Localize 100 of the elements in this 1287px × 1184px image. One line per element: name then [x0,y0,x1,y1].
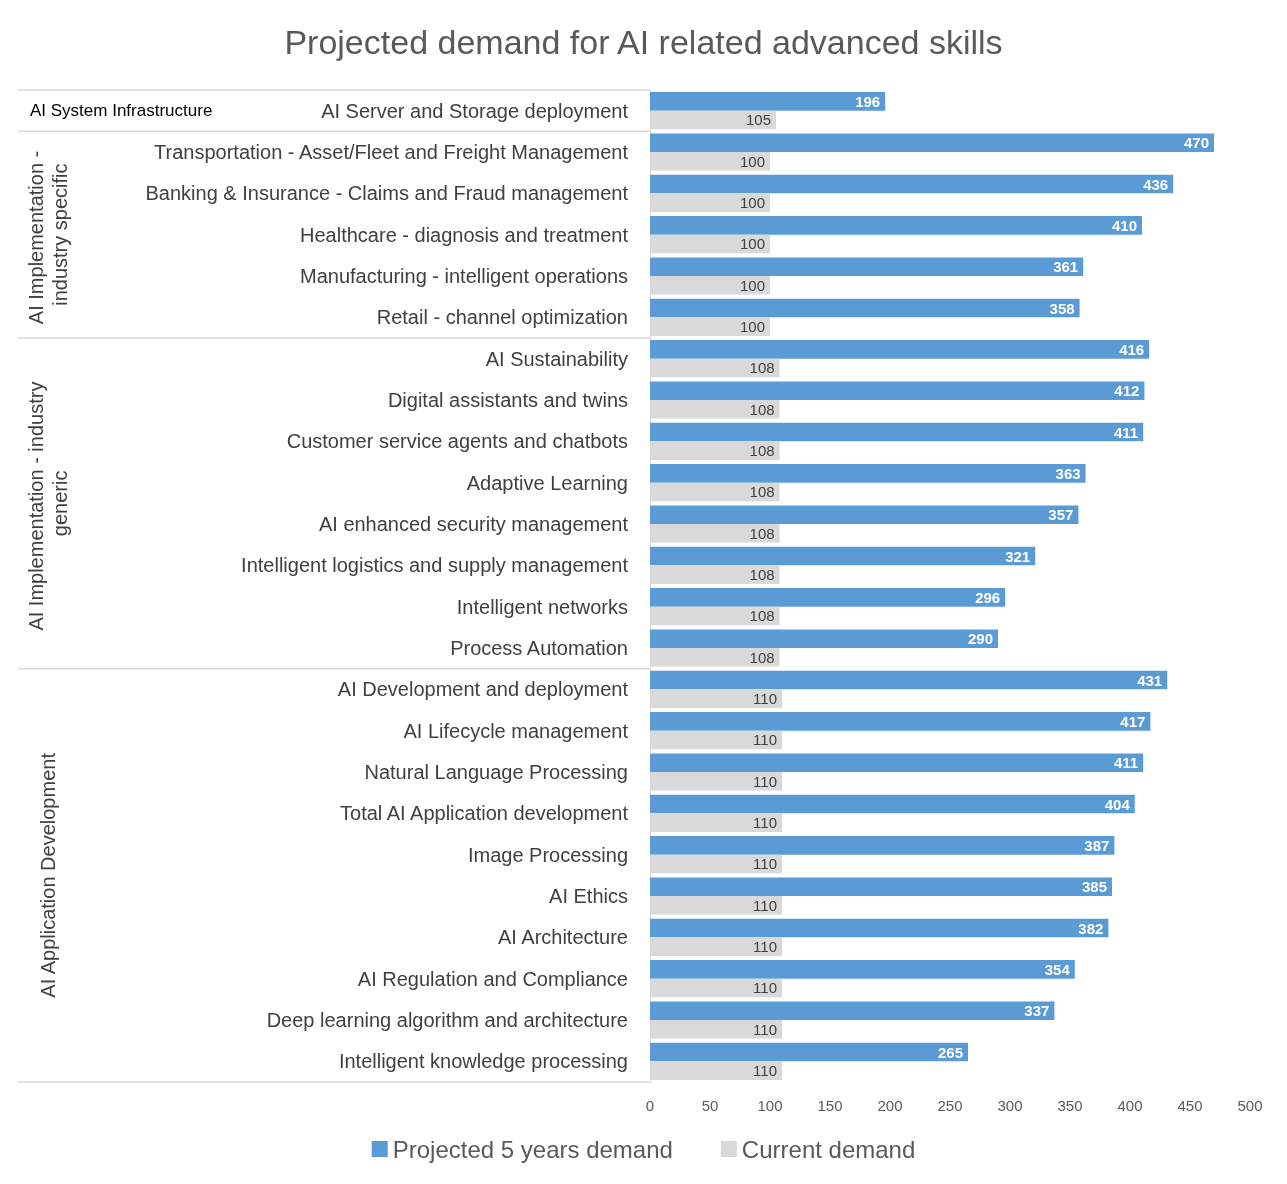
text: AI Application Development [37,752,59,998]
data-label: 417 [1120,712,1146,730]
data-label: 382 [1078,919,1104,937]
bar [650,836,1115,855]
x-tick-label: 350 [1057,1097,1083,1114]
x-tick-label: 450 [1177,1097,1203,1114]
x-tick-label: 300 [997,1097,1023,1114]
data-label: 416 [1119,340,1145,358]
data-label: 265 [937,1043,963,1061]
bar [650,381,1145,400]
y-tick-label: Image Processing [467,843,628,866]
legend-label: Projected 5 years demand [392,1135,673,1163]
y-tick-label: Deep learning algorithm and architecture [266,1009,628,1031]
bar [650,712,1151,731]
text: AI Implementation - industry generic [25,376,71,631]
bar [650,464,1086,483]
data-label: 108 [749,442,775,460]
bar [650,298,1080,318]
y-tick-label: AI Regulation and Compliance [357,967,628,990]
bar [650,588,1006,607]
data-label: 404 [1104,795,1131,813]
bar [650,216,1142,235]
y-tick-label: Intelligent knowledge processing [338,1050,628,1073]
bar [650,753,1144,772]
text: AI Implementation - industry specific [25,145,71,325]
bar [650,422,1144,442]
x-tick-label: 50 [701,1097,719,1114]
x-tick-label: 400 [1117,1097,1143,1114]
data-label: 108 [749,524,775,542]
data-label: 100 [739,152,765,170]
data-label: 470 [1183,134,1209,152]
y-tick-label: Transportation - Asset/Fleet and Freight Management [154,141,629,163]
data-label: 110 [753,1020,777,1038]
bar [650,794,1135,814]
data-label: 337 [1024,1002,1050,1020]
data-label: 108 [749,400,775,418]
bar [650,629,998,648]
y-tick-label: Intelligent networks [456,595,628,618]
y-tick-label: Customer service agents and chatbots [286,430,628,453]
data-label: 436 [1143,175,1169,193]
data-label: 100 [739,194,765,212]
data-label: 100 [739,235,765,253]
data-label: 100 [739,318,765,336]
y-tick-label: AI Lifecycle management [403,719,629,742]
y-tick-label: AI Server and Storage deployment [321,99,629,122]
data-label: 296 [975,588,1001,606]
x-tick-label: 500 [1237,1097,1263,1114]
data-label: 410 [1111,216,1137,234]
bar [650,918,1109,938]
bar [650,546,1036,566]
y-tick-label: Intelligent logistics and supply management [241,554,629,577]
x-tick-label: 0 [645,1097,655,1114]
data-label: 361 [1053,258,1079,276]
data-label: 411 [1114,754,1139,772]
data-label: 100 [739,276,765,294]
bar [650,340,1150,359]
data-label: 357 [1048,506,1074,524]
data-label: 108 [749,566,775,584]
y-tick-label: Natural Language Processing [364,761,628,783]
bar [650,960,1075,979]
y-tick-label: Banking & Insurance - Claims and Fraud management [145,182,629,205]
data-label: 110 [753,938,777,956]
x-tick-label: 100 [757,1097,783,1114]
y-tick-label: AI Ethics [549,885,628,907]
data-label: 108 [749,359,775,377]
x-tick-label: 200 [877,1097,903,1114]
data-label: 358 [1049,299,1075,317]
data-label: 110 [753,896,777,914]
data-label: 108 [749,607,775,625]
bar [650,505,1079,524]
data-label: 431 [1137,671,1163,689]
legend-label: Current demand [741,1135,916,1163]
data-label: 110 [753,979,777,997]
data-label: 354 [1044,960,1071,978]
bar [650,92,886,111]
y-tick-label: Retail - channel optimization [376,306,628,329]
data-label: 385 [1081,878,1107,896]
bar [650,670,1168,690]
y-tick-label: AI Development and deployment [337,678,629,701]
data-label: 110 [753,690,777,708]
data-label: 321 [1005,547,1031,565]
data-label: 363 [1055,464,1081,482]
text: AI System Infrastructure [30,101,213,121]
data-label: 412 [1114,382,1140,400]
y-tick-label: AI Architecture [497,926,628,949]
y-tick-label: Total AI Application development [340,802,629,825]
data-label: 110 [753,814,777,832]
data-label: 108 [749,648,775,666]
y-tick-label: Process Automation [450,637,628,659]
data-label: 387 [1084,836,1110,854]
y-tick-label: Healthcare - diagnosis and treatment [300,223,629,246]
data-label: 110 [753,731,777,749]
data-label: 411 [1114,423,1139,441]
bar [650,1042,968,1062]
bar [650,1001,1055,1020]
x-tick-label: 150 [817,1097,843,1114]
bar [650,133,1214,152]
data-label: 110 [753,1062,777,1080]
y-tick-label: Adaptive Learning [466,471,628,494]
bar [650,174,1174,194]
